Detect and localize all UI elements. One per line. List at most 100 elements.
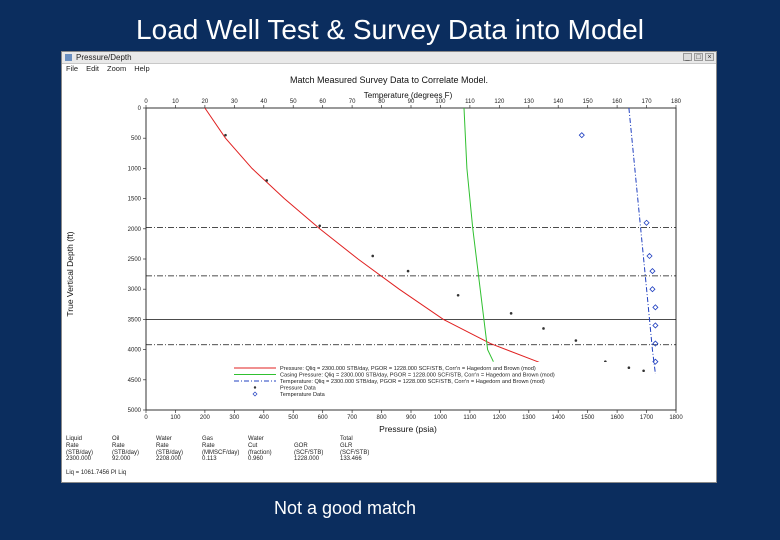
pressure-data-point	[509, 312, 513, 315]
results-header: GLR	[340, 442, 353, 449]
results-value: 2208.000	[156, 456, 182, 463]
pressure-data-point	[265, 179, 269, 182]
temperature-data-point	[652, 358, 659, 365]
results-header: (STB/day)	[66, 449, 94, 456]
temperature-data-point	[646, 252, 653, 260]
results-header: Oil	[112, 436, 120, 442]
pressure-depth-window: Pressure/Depth _ □ × File Edit Zoom Help…	[62, 52, 716, 482]
depth-tick-label: 1500	[128, 197, 142, 203]
results-header: Gas	[202, 436, 214, 442]
legend-pressure-marker	[253, 386, 257, 389]
results-column: GOR (SCF/STB) 1228.000	[294, 436, 323, 463]
pressure-data-point	[456, 293, 460, 297]
results-header: Rate	[112, 442, 125, 449]
pressure-tick-label: 1800	[669, 415, 683, 421]
legend-label: Casing Pressure: Qliq = 2300.000 STB/day…	[280, 373, 555, 379]
pressure-tick-label: 1500	[581, 415, 595, 421]
slide-caption: Not a good match	[273, 498, 417, 518]
results-header: (MMSCF/day)	[202, 449, 240, 456]
pressure-tick-label: 1700	[640, 415, 654, 421]
pressure-data-point	[627, 366, 631, 370]
results-column: Oil Rate (STB/day) 92.000	[112, 436, 139, 463]
legend-label: Pressure: Qliq = 2300.000 STB/day, PGOR …	[280, 366, 536, 372]
temperature-tick-label: 100	[435, 99, 446, 105]
series-line-temperature	[628, 107, 656, 374]
pressure-axis-label: Pressure (psia)	[379, 424, 437, 434]
temperature-data-point	[652, 322, 659, 329]
temperature-data-point	[652, 304, 659, 311]
depth-tick-label: 500	[131, 136, 142, 142]
series-line-pressure	[463, 107, 494, 362]
results-column: Water Cut (fraction) 0.960	[248, 436, 272, 463]
legend-box	[232, 362, 622, 402]
pressure-tick-label: 800	[377, 415, 388, 421]
results-value: 2300.000	[66, 456, 92, 463]
temperature-tick-label: 60	[319, 99, 326, 105]
temperature-tick-label: 10	[172, 99, 179, 105]
depth-tick-label: 3000	[128, 287, 142, 293]
depth-tick-label: 2500	[128, 257, 142, 263]
menu-file[interactable]: File	[66, 64, 79, 73]
results-header: (SCF/STB)	[294, 449, 324, 456]
pressure-tick-label: 200	[200, 415, 211, 421]
menu-help[interactable]: Help	[134, 64, 150, 73]
depth-tick-label: 4000	[128, 348, 142, 354]
temperature-tick-label: 180	[671, 99, 682, 105]
plot-area: 0 10 20 30 40 50 60 70 80 90 100 110 120 130 140 150 160…	[128, 99, 684, 421]
slide-title: Load Well Test & Survey Data into Model	[136, 14, 644, 45]
close-button[interactable]: ×	[705, 53, 714, 61]
pressure-tick-label: 1400	[552, 415, 566, 421]
legend-label: Temperature: Qliq = 2300.000 STB/day, PG…	[280, 379, 545, 385]
temperature-tick-label: 170	[642, 99, 653, 105]
pressure-tick-label: 600	[318, 415, 329, 421]
depth-axis-label: True Vertical Depth (ft)	[65, 231, 75, 316]
results-header	[294, 436, 323, 443]
results-header: Cut	[248, 442, 258, 449]
pressure-tick-label: 1100	[463, 415, 477, 421]
results-header: (SCF/STB)	[340, 449, 370, 456]
legend-label: Temperature Data	[280, 392, 326, 398]
temperature-tick-label: 150	[583, 99, 594, 105]
window-titlebar[interactable]: Pressure/Depth _ □ ×	[62, 52, 716, 64]
results-column: Total GLR (SCF/STB) 133.466	[340, 436, 369, 463]
temperature-tick-label: 50	[290, 99, 297, 105]
pressure-data-point	[224, 133, 227, 137]
pressure-tick-label: 300	[229, 415, 240, 421]
depth-tick-label: 1000	[128, 166, 142, 172]
chart-title: Match Measured Survey Data to Correlate …	[290, 75, 488, 85]
pressure-tick-label: 900	[406, 415, 417, 421]
temperature-tick-label: 0	[144, 99, 148, 105]
depth-tick-label: 3500	[128, 317, 142, 323]
menu-bar: File Edit Zoom Help	[62, 64, 716, 74]
temperature-tick-label: 80	[378, 99, 385, 105]
results-equation: Liq = 1061.7456 PI Liq	[66, 470, 127, 476]
minimize-button[interactable]: _	[683, 53, 692, 61]
results-header: Water	[156, 436, 172, 442]
menu-zoom[interactable]: Zoom	[107, 64, 127, 73]
pressure-data-point	[318, 224, 322, 228]
pressure-tick-label: 1600	[610, 415, 624, 421]
temperature-tick-label: 110	[465, 99, 475, 105]
temperature-tick-label: 70	[349, 99, 356, 105]
results-value: 133.466	[340, 456, 362, 463]
menu-edit[interactable]: Edit	[86, 64, 100, 73]
temperature-tick-label: 40	[260, 99, 267, 105]
results-header: Liquid	[66, 436, 83, 442]
results-value: 1228.000	[294, 456, 320, 463]
pressure-tick-label: 0	[144, 415, 148, 421]
pressure-tick-label: 1200	[493, 415, 507, 421]
results-header: GOR	[294, 442, 308, 449]
pressure-depth-chart: Match Measured Survey Data to Correlate …	[65, 75, 684, 434]
temperature-data-point	[578, 132, 585, 139]
maximize-button[interactable]: □	[694, 53, 703, 61]
legend-label: Pressure Data	[280, 386, 317, 392]
pressure-data-point	[371, 254, 375, 258]
results-column: Liquid Rate (STB/day) 2300.000	[66, 436, 93, 463]
pressure-tick-label: 700	[347, 415, 358, 421]
results-header: (STB/day)	[112, 449, 140, 456]
results-header: Water	[248, 436, 264, 442]
depth-tick-label: 5000	[128, 408, 142, 414]
results-header: Rate	[156, 442, 169, 449]
pressure-tick-label: 1300	[522, 415, 536, 421]
temperature-tick-label: 120	[494, 99, 505, 105]
